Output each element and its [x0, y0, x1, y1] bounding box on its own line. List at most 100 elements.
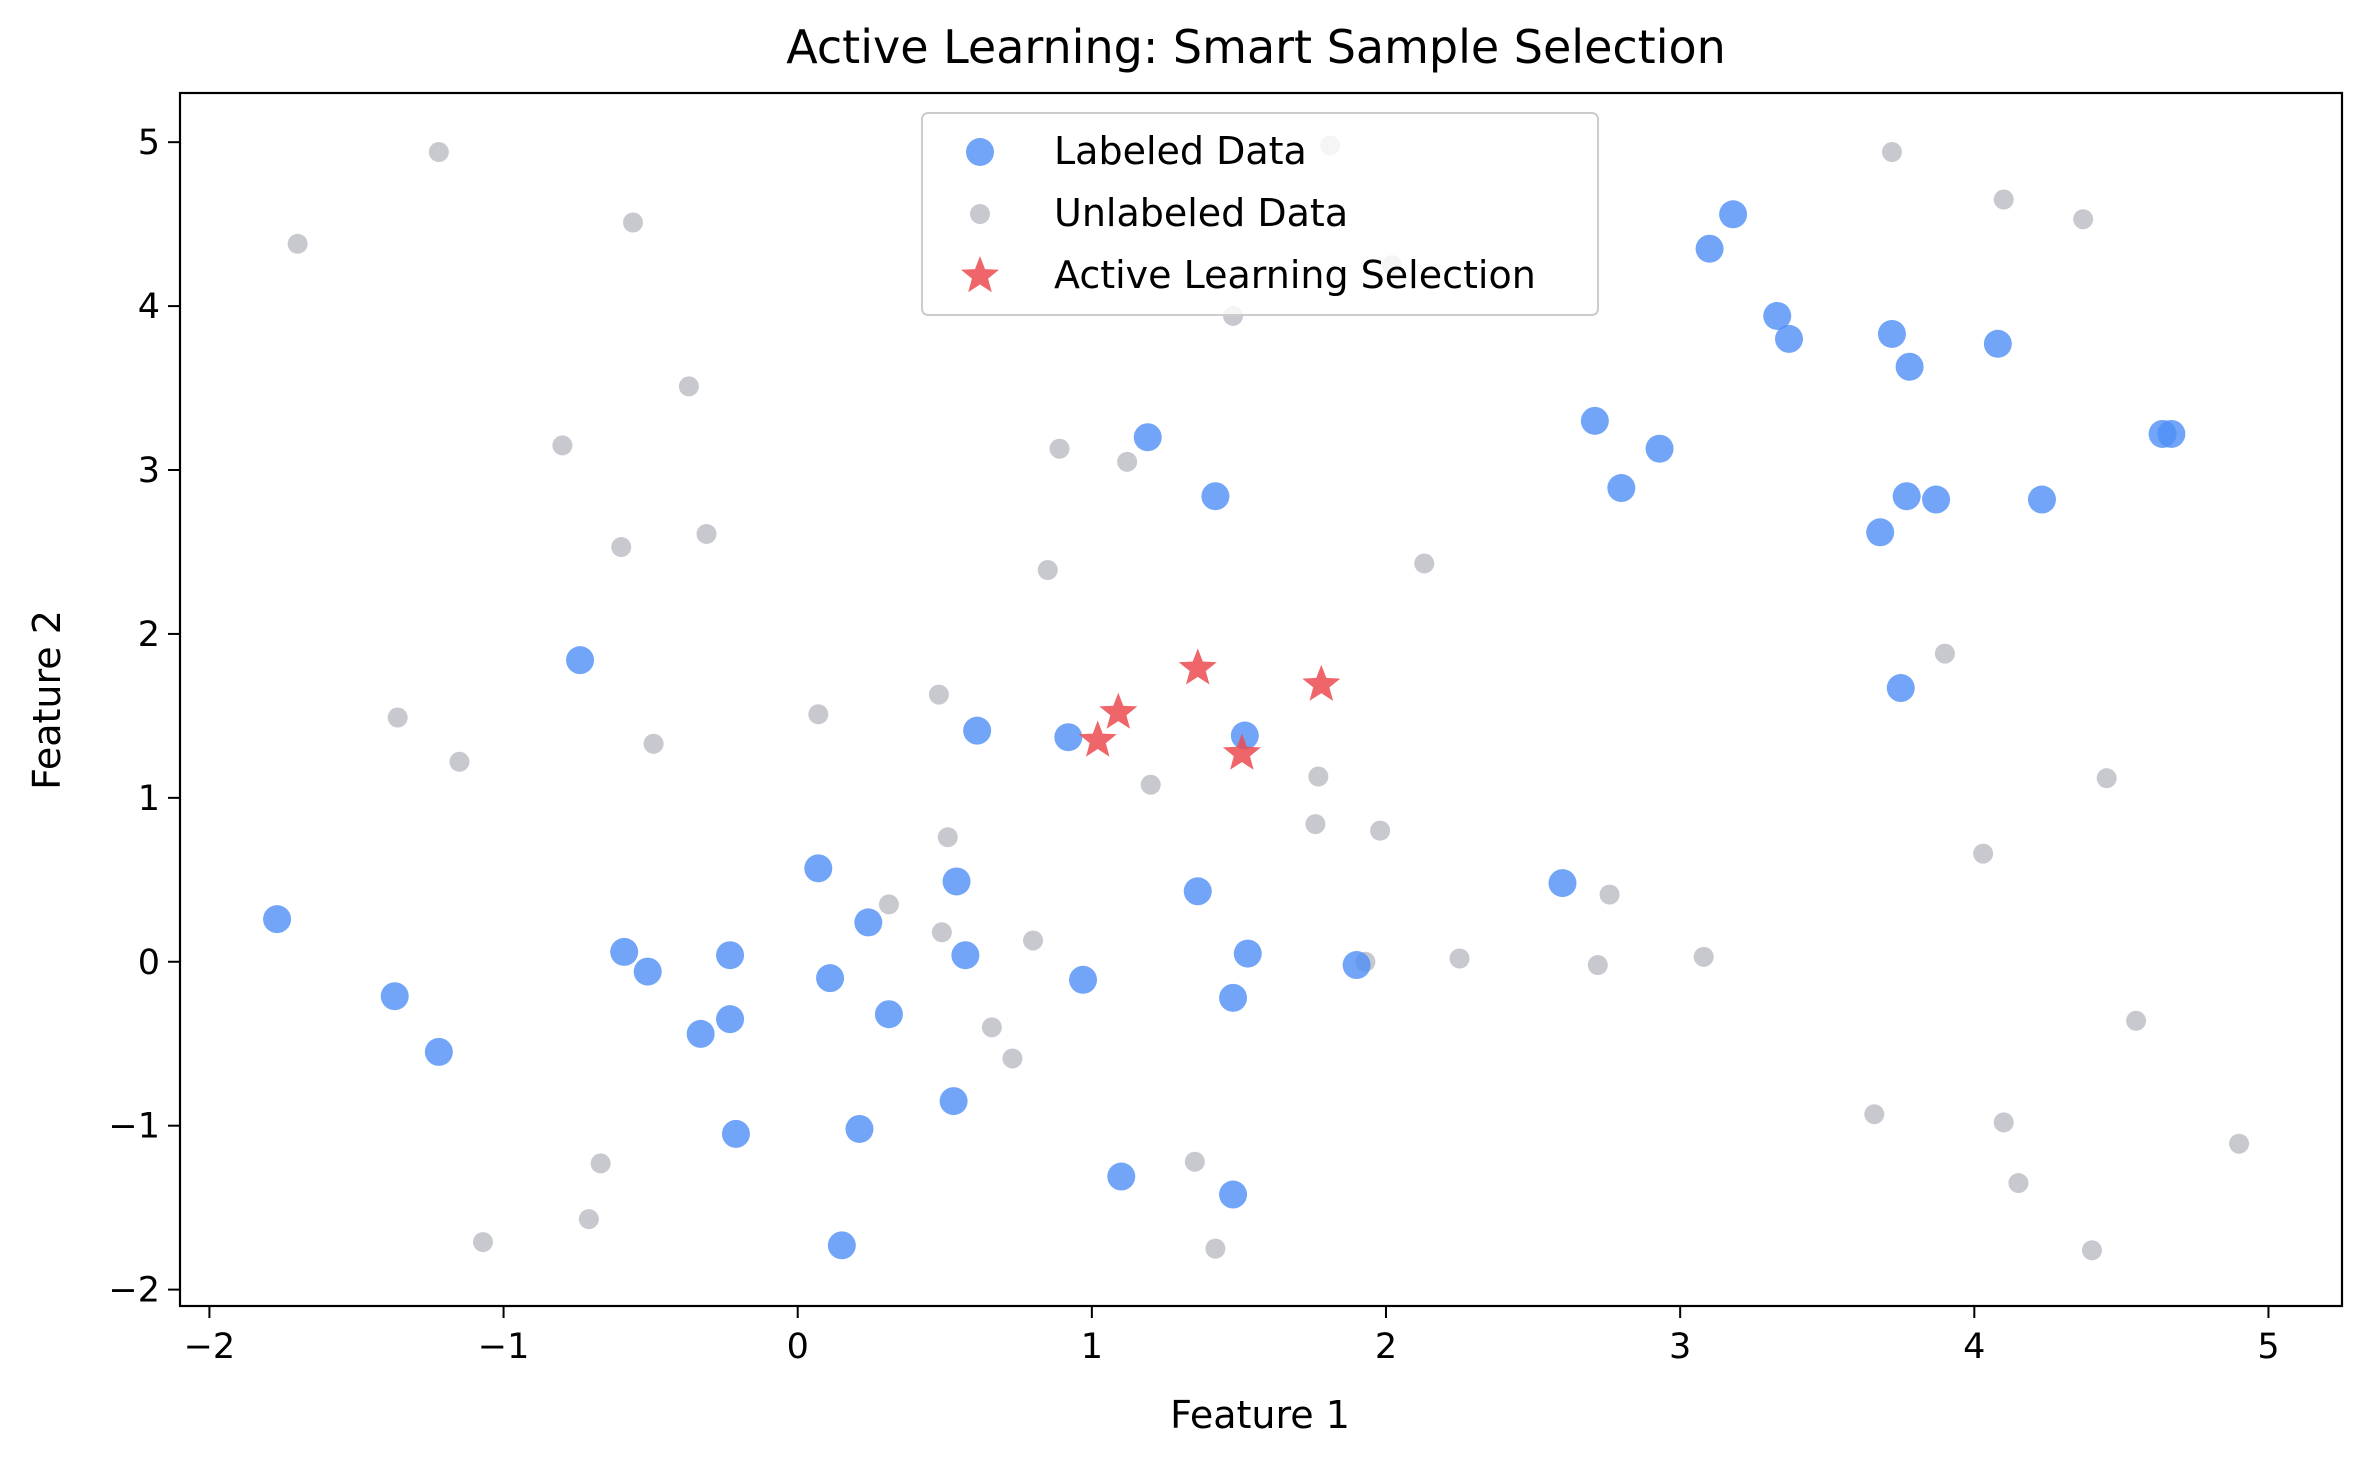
- unlabeled-point: [1934, 643, 1955, 664]
- unlabeled-point: [1864, 1104, 1885, 1125]
- unlabeled-point: [1449, 948, 1470, 969]
- unlabeled-point: [428, 142, 449, 163]
- unlabeled-point: [2008, 1173, 2029, 1194]
- unlabeled-point: [1993, 1112, 2014, 1133]
- unlabeled-point: [1599, 884, 1620, 905]
- unlabeled-point: [2126, 1010, 2147, 1031]
- unlabeled-point: [696, 523, 717, 544]
- unlabeled-point: [552, 435, 573, 456]
- legend-marker-labeled: [966, 138, 994, 166]
- selection-star-point: [1178, 648, 1217, 685]
- labeled-point: [1201, 482, 1230, 511]
- unlabeled-point: [1205, 1238, 1226, 1259]
- unlabeled-point: [1370, 820, 1391, 841]
- unlabeled-point: [2229, 1133, 2250, 1154]
- labeled-point: [1895, 352, 1924, 381]
- x-tick-label: 5: [2257, 1327, 2279, 1367]
- labeled-point: [1230, 721, 1259, 750]
- selection-star-point: [1078, 720, 1117, 757]
- labeled-point: [716, 941, 745, 970]
- chart-title: Active Learning: Smart Sample Selection: [786, 20, 1726, 74]
- unlabeled-point: [1308, 766, 1329, 787]
- labeled-point: [1922, 485, 1951, 514]
- x-tick-label: 1: [1081, 1327, 1103, 1367]
- unlabeled-point: [878, 894, 899, 915]
- legend: Labeled Data Unlabeled Data Active Learn…: [921, 112, 1599, 316]
- unlabeled-point: [2073, 209, 2094, 230]
- unlabeled-point: [590, 1153, 611, 1174]
- legend-label-selection: Active Learning Selection: [1054, 253, 1536, 297]
- unlabeled-point: [287, 233, 308, 254]
- labeled-point: [1548, 869, 1577, 898]
- labeled-point: [380, 982, 409, 1011]
- labeled-point: [1133, 423, 1162, 452]
- labeled-point: [804, 854, 833, 883]
- labeled-point: [610, 937, 639, 966]
- y-tick-label: 0: [138, 943, 160, 983]
- labeled-point: [1219, 983, 1248, 1012]
- labeled-point: [263, 905, 292, 934]
- legend-marker-unlabeled: [970, 204, 990, 224]
- unlabeled-point: [1305, 814, 1326, 835]
- labeled-point: [1892, 482, 1921, 511]
- labeled-point: [721, 1119, 750, 1148]
- y-axis-label: Feature 2: [25, 610, 69, 790]
- unlabeled-point: [1993, 189, 2014, 210]
- labeled-point: [939, 1087, 968, 1116]
- selection-star-point: [1302, 664, 1341, 701]
- unlabeled-point: [472, 1232, 493, 1253]
- labeled-point: [686, 1019, 715, 1048]
- x-axis-label: Feature 1: [1170, 1393, 1350, 1437]
- y-tick-label: 4: [138, 287, 160, 327]
- selection-star-point: [1099, 692, 1138, 729]
- labeled-point: [424, 1037, 453, 1066]
- unlabeled-point: [928, 684, 949, 705]
- labeled-point: [874, 1000, 903, 1029]
- labeled-point: [1580, 406, 1609, 435]
- unlabeled-point: [931, 922, 952, 943]
- x-axis: −2 −1 0 1 2 3 4 5: [184, 1306, 2280, 1367]
- unlabeled-point: [387, 707, 408, 728]
- y-tick-label: 2: [138, 615, 160, 655]
- labeled-point: [1607, 474, 1636, 503]
- plot-area-frame: [178, 91, 2344, 1308]
- labeled-point: [816, 964, 845, 993]
- unlabeled-point: [611, 537, 632, 558]
- labeled-point: [1054, 723, 1083, 752]
- unlabeled-point: [937, 827, 958, 848]
- y-tick-label: 1: [138, 779, 160, 819]
- y-axis: −2 −1 0 1 2 3 4 5: [108, 123, 180, 1311]
- unlabeled-point: [1693, 946, 1714, 967]
- x-tick-label: −2: [184, 1327, 236, 1367]
- y-tick-label: −2: [108, 1271, 160, 1311]
- legend-label-labeled: Labeled Data: [1054, 129, 1307, 173]
- labeled-point: [1342, 951, 1371, 980]
- x-tick-label: 3: [1669, 1327, 1691, 1367]
- labeled-point: [1695, 234, 1724, 263]
- unlabeled-point: [578, 1209, 599, 1230]
- y-tick-label: −1: [108, 1107, 160, 1147]
- unlabeled-point: [1881, 142, 1902, 163]
- points-layer: [263, 135, 2250, 1261]
- labeled-point: [1719, 200, 1748, 229]
- unlabeled-point: [808, 704, 829, 725]
- labeled-point: [951, 941, 980, 970]
- labeled-point: [1107, 1162, 1136, 1191]
- labeled-point: [566, 646, 595, 675]
- unlabeled-point: [1037, 560, 1058, 581]
- unlabeled-point: [622, 212, 643, 233]
- unlabeled-point: [643, 733, 664, 754]
- labeled-point: [716, 1005, 745, 1034]
- labeled-point: [1233, 939, 1262, 968]
- labeled-point: [1774, 324, 1803, 353]
- labeled-point: [854, 908, 883, 937]
- labeled-point: [1983, 329, 2012, 358]
- labeled-point: [845, 1114, 874, 1143]
- labeled-point: [1877, 319, 1906, 348]
- x-tick-label: 4: [1963, 1327, 1985, 1367]
- unlabeled-point: [678, 376, 699, 397]
- unlabeled-point: [1973, 843, 1994, 864]
- selection-star-point: [1222, 733, 1261, 770]
- unlabeled-point: [1587, 955, 1608, 976]
- labeled-point: [1763, 301, 1792, 330]
